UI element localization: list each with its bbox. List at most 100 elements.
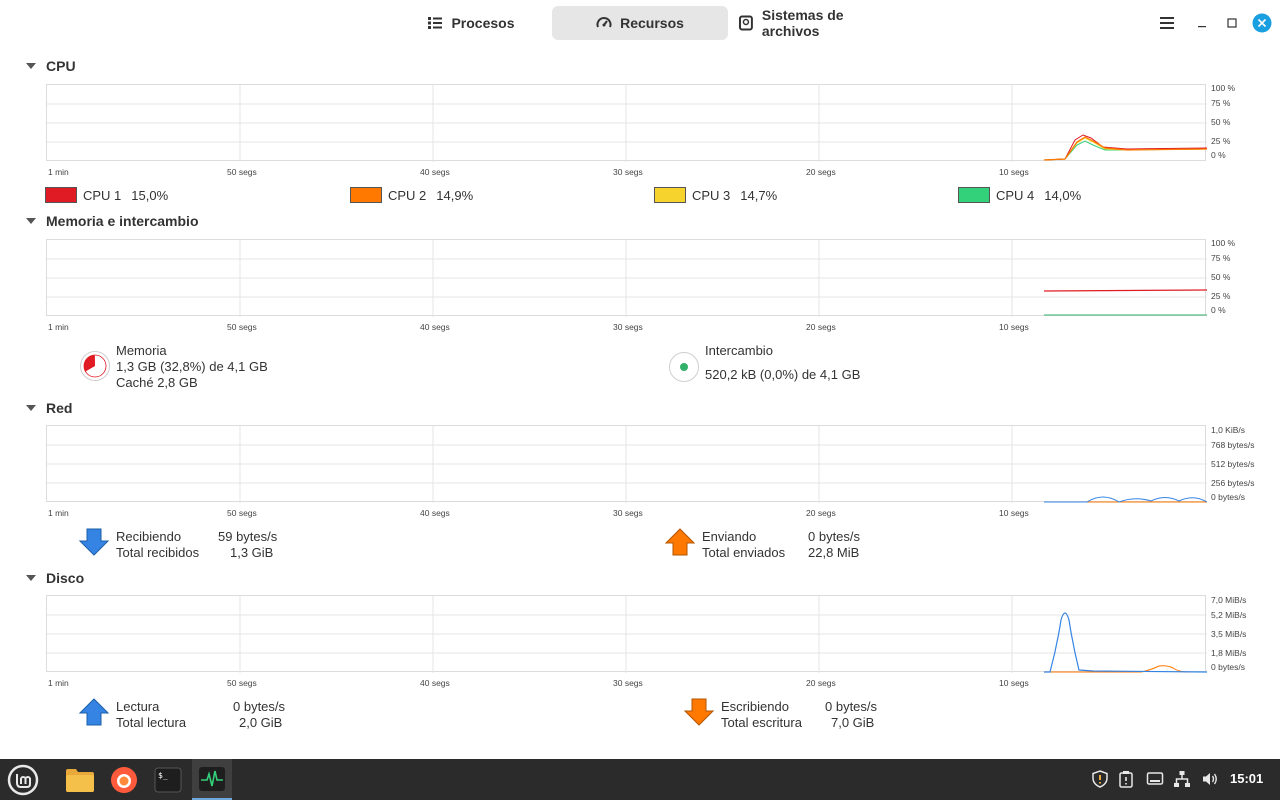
display-icon[interactable] bbox=[1146, 770, 1164, 788]
network-ylabel-4: 256 bytes/s bbox=[1211, 478, 1255, 488]
tab-recursos[interactable]: Recursos bbox=[552, 6, 728, 40]
disk-ylabel-3: 3,5 MiB/s bbox=[1211, 629, 1247, 639]
send-info: Enviando 0 bytes/s Total enviados 22,8 M… bbox=[702, 529, 860, 561]
network-xlabel: 20 segs bbox=[806, 508, 836, 518]
tab-procesos[interactable]: Procesos bbox=[412, 6, 530, 40]
cpu1-line bbox=[1043, 134, 1207, 161]
collapse-triangle-icon bbox=[26, 405, 36, 411]
disk-read-arrow-icon[interactable] bbox=[79, 698, 109, 726]
memory-graph bbox=[46, 239, 1207, 317]
network-section-header[interactable]: Red bbox=[26, 400, 72, 416]
shield-icon[interactable] bbox=[1091, 770, 1109, 788]
cpu3-label: CPU 3 bbox=[692, 187, 731, 203]
memory-xlabel: 10 segs bbox=[999, 322, 1029, 332]
tab-recursos-label: Recursos bbox=[620, 15, 684, 31]
disk-xlabel: 10 segs bbox=[999, 678, 1029, 688]
clipboard-icon[interactable] bbox=[1117, 770, 1135, 788]
memory-ylabel-0: 0 % bbox=[1211, 305, 1226, 315]
cpu2-line bbox=[1043, 136, 1207, 161]
minimize-button[interactable] bbox=[1190, 11, 1214, 35]
terminal-icon: $_ bbox=[154, 767, 182, 792]
memory-info: Memoria 1,3 GB (32,8%) de 4,1 GB Caché 2… bbox=[116, 343, 268, 391]
mint-logo-icon bbox=[7, 764, 39, 795]
maximize-icon bbox=[1227, 18, 1237, 28]
cpu-ylabel-75: 75 % bbox=[1211, 98, 1231, 108]
network-ylabel-3: 512 bytes/s bbox=[1211, 459, 1255, 469]
cpu-xlabel: 50 segs bbox=[227, 167, 257, 177]
disk-read-value: 0 bytes/s bbox=[233, 699, 286, 714]
disk-drive-icon bbox=[738, 15, 753, 31]
send-label: Enviando bbox=[702, 529, 757, 544]
memory-cache: Caché 2,8 GB bbox=[116, 375, 198, 390]
upload-arrow-icon[interactable] bbox=[665, 528, 695, 556]
disk-read-label: Lectura bbox=[116, 699, 160, 714]
cpu4-line bbox=[1043, 140, 1207, 161]
cpu3-value: 14,7% bbox=[740, 187, 778, 203]
disk-xlabel: 1 min bbox=[48, 678, 69, 688]
recv-total-label: Total recibidos bbox=[116, 545, 200, 560]
start-menu-button[interactable] bbox=[4, 759, 42, 800]
network-xlabel: 50 segs bbox=[227, 508, 257, 518]
cpu-section-header[interactable]: CPU bbox=[26, 58, 76, 74]
cpu4-label: CPU 4 bbox=[996, 187, 1035, 203]
cpu-section-title: CPU bbox=[46, 58, 76, 74]
disk-xlabel: 50 segs bbox=[227, 678, 257, 688]
memory-line bbox=[1043, 289, 1207, 292]
close-button[interactable] bbox=[1250, 11, 1274, 35]
recv-total: 1,3 GiB bbox=[230, 545, 274, 560]
gauge-icon bbox=[596, 17, 612, 28]
memory-ylabel-50: 50 % bbox=[1211, 272, 1231, 282]
taskbar-system-monitor[interactable] bbox=[192, 759, 232, 800]
taskbar-files[interactable] bbox=[60, 759, 100, 800]
recv-value: 59 bytes/s bbox=[218, 529, 278, 544]
disk-write-arrow-icon[interactable] bbox=[684, 698, 714, 726]
network-xlabel: 30 segs bbox=[613, 508, 643, 518]
disk-read-total-label: Total lectura bbox=[116, 715, 187, 730]
memory-section-header[interactable]: Memoria e intercambio bbox=[26, 213, 199, 229]
network-wired-icon[interactable] bbox=[1173, 770, 1191, 788]
menu-button[interactable] bbox=[1155, 11, 1179, 35]
cpu-ylabel-100: 100 % bbox=[1211, 83, 1236, 93]
swap-used: 520,2 kB (0,0%) de 4,1 GB bbox=[705, 367, 861, 382]
recv-info: Recibiendo 59 bytes/s Total recibidos 1,… bbox=[116, 529, 277, 561]
disk-write-total-label: Total escritura bbox=[721, 715, 802, 730]
volume-icon[interactable] bbox=[1201, 770, 1219, 788]
taskbar-terminal[interactable]: $_ bbox=[148, 759, 188, 800]
network-graph-canvas bbox=[47, 426, 1207, 503]
cpu3-color-swatch[interactable] bbox=[654, 187, 686, 203]
swap-pie-icon[interactable] bbox=[668, 351, 700, 383]
disk-section-header[interactable]: Disco bbox=[26, 570, 84, 586]
cpu-ylabel-0: 0 % bbox=[1211, 150, 1226, 160]
swap-info: Intercambio 520,2 kB (0,0%) de 4,1 GB bbox=[705, 343, 860, 383]
hamburger-icon bbox=[1160, 17, 1174, 29]
cpu1-label: CPU 1 bbox=[83, 187, 122, 203]
taskbar-clock[interactable]: 15:01 bbox=[1230, 771, 1264, 786]
maximize-button[interactable] bbox=[1220, 11, 1244, 35]
disk-write-total: 7,0 GiB bbox=[831, 715, 875, 730]
disk-ylabel-1: 7,0 MiB/s bbox=[1211, 595, 1247, 605]
network-ylabel-5: 0 bytes/s bbox=[1211, 492, 1246, 502]
collapse-triangle-icon bbox=[26, 575, 36, 581]
cpu-graph bbox=[46, 84, 1207, 162]
cpu1-legend: CPU 1 15,0% bbox=[45, 187, 168, 203]
cpu2-color-swatch[interactable] bbox=[350, 187, 382, 203]
taskbar-firefox[interactable] bbox=[104, 759, 144, 800]
recv-label: Recibiendo bbox=[116, 529, 182, 544]
send-total: 22,8 MiB bbox=[808, 545, 860, 560]
cpu-xlabel: 40 segs bbox=[420, 167, 450, 177]
network-graph bbox=[46, 425, 1207, 503]
cpu2-legend: CPU 2 14,9% bbox=[350, 187, 473, 203]
disk-read-line bbox=[1044, 612, 1207, 673]
cpu1-color-swatch[interactable] bbox=[45, 187, 77, 203]
tab-sistemas-archivos[interactable]: Sistemas de archivos bbox=[738, 6, 904, 40]
cpu4-color-swatch[interactable] bbox=[958, 187, 990, 203]
cpu-ylabel-50: 50 % bbox=[1211, 117, 1231, 127]
memory-pie-icon[interactable] bbox=[79, 350, 111, 382]
cpu-xlabel: 20 segs bbox=[806, 167, 836, 177]
cpu-xlabel: 30 segs bbox=[613, 167, 643, 177]
firefox-icon bbox=[111, 766, 137, 793]
download-arrow-icon[interactable] bbox=[79, 528, 109, 556]
memory-used: 1,3 GB (32,8%) de 4,1 GB bbox=[116, 359, 268, 374]
cpu2-value: 14,9% bbox=[436, 187, 474, 203]
cpu-xlabel: 1 min bbox=[48, 167, 69, 177]
